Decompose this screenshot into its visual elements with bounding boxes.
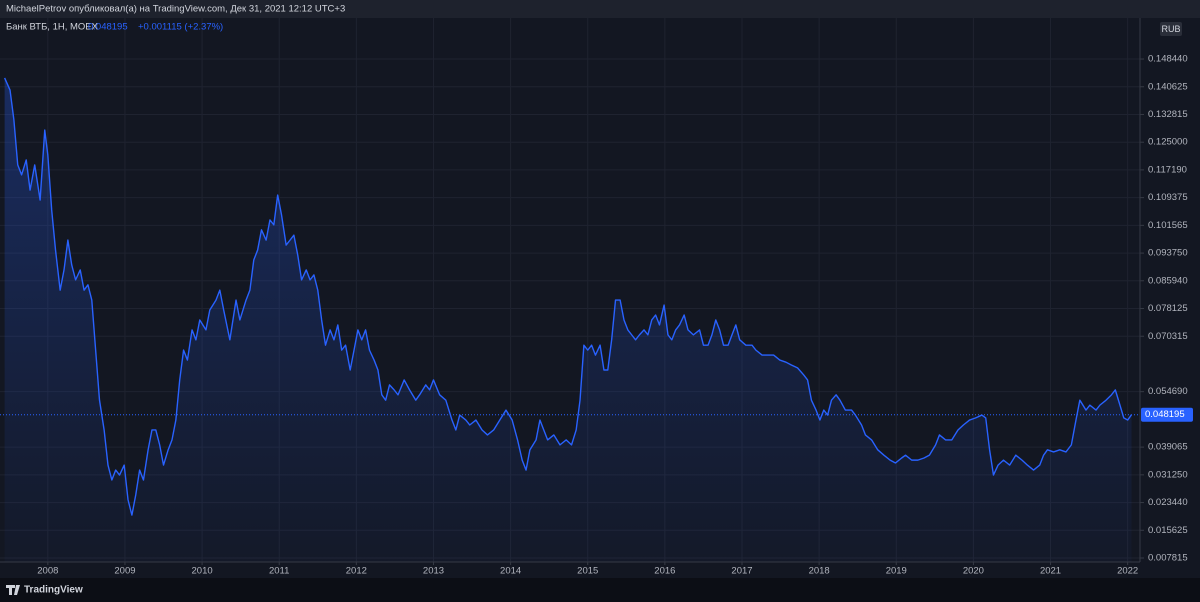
publish-info: MichaelPetrov опубликовал(а) на TradingV… — [6, 4, 345, 15]
y-tick-label: 0.140625 — [1148, 81, 1188, 92]
y-tick-label: 0.054690 — [1148, 386, 1188, 397]
brand-logo — [6, 585, 20, 595]
x-tick-label: 2011 — [269, 566, 289, 577]
y-tick-label: 0.093750 — [1148, 248, 1188, 259]
brand: TradingView — [24, 585, 83, 596]
x-tick-label: 2019 — [886, 566, 907, 577]
y-tick-label: 0.015625 — [1148, 525, 1188, 536]
x-tick-label: 2013 — [423, 566, 444, 577]
x-tick-label: 2017 — [731, 566, 752, 577]
x-tick-label: 2014 — [500, 566, 521, 577]
y-tick-label: 0.148440 — [1148, 54, 1188, 65]
y-tick-label: 0.007815 — [1148, 553, 1188, 564]
x-tick-label: 2010 — [192, 566, 213, 577]
y-tick-label: 0.101565 — [1148, 220, 1188, 231]
y-tick-label: 0.039065 — [1148, 442, 1188, 453]
legend-change: +0.001115 (+2.37%) — [138, 22, 223, 33]
y-tick-label: 0.078125 — [1148, 303, 1188, 314]
footer — [0, 578, 1200, 602]
series — [0, 77, 1140, 562]
y-tick-label: 0.132815 — [1148, 109, 1188, 120]
x-tick-label: 2018 — [809, 566, 830, 577]
line — [3, 77, 1133, 516]
last-price-badge — [1141, 407, 1193, 422]
x-tick-label: 2021 — [1040, 566, 1061, 577]
x-tick-label: 2008 — [37, 566, 58, 577]
x-tick-label: 2012 — [346, 566, 367, 577]
area — [4, 77, 1132, 562]
y-tick-label: 0.085940 — [1148, 275, 1188, 286]
legend-price: 0.048195 — [88, 22, 128, 33]
currency: RUB — [1161, 24, 1180, 34]
axes: 0.007815 0.015625 0.023440 0.031250 0.039065… — [37, 54, 1193, 577]
y-tick-label: 0.117190 — [1148, 164, 1187, 175]
last-price-label: 0.048195 — [1145, 409, 1185, 420]
y-tick-label: 0.125000 — [1148, 137, 1188, 148]
y-tick-label: 0.023440 — [1148, 497, 1188, 508]
x-tick-label: 2022 — [1117, 566, 1138, 577]
currency-badge — [1160, 22, 1182, 36]
x-tick-label: 2016 — [654, 566, 675, 577]
legend-series-name: Банк ВТБ, 1Н, MOEX — [6, 22, 99, 33]
x-tick-label: 2020 — [963, 566, 984, 577]
y-tick-label: 0.031250 — [1148, 469, 1188, 480]
x-tick-label: 2015 — [577, 566, 598, 577]
y-tick-label: 0.070315 — [1148, 331, 1188, 342]
x-tick-label: 2009 — [114, 566, 135, 577]
y-tick-label: 0.109375 — [1148, 192, 1188, 203]
top-bar — [0, 0, 1200, 18]
